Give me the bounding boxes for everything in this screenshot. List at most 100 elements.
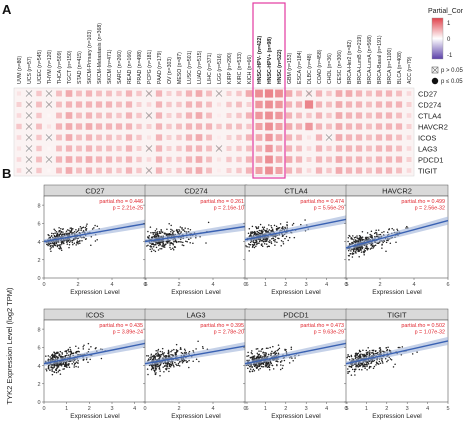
scatter-point (48, 243, 50, 245)
heatmap-cell (366, 145, 372, 152)
scatter-point (272, 352, 274, 355)
scatter-point (68, 241, 71, 244)
heatmap-cell (255, 167, 263, 174)
heatmap-cell (155, 134, 163, 141)
scatter-point (161, 245, 163, 247)
heatmap-row-label: LAG3 (418, 145, 437, 154)
scatter-point (168, 354, 170, 357)
scatter-panel-lag3: LAG3 0 2 4 6 Expression Level partial.rho = 0.… (143, 308, 249, 420)
heatmap-cell (155, 145, 163, 152)
scatter-point (280, 364, 282, 366)
heatmap-cell (206, 145, 212, 152)
heatmap-cell (275, 167, 283, 174)
heatmap-cell (306, 135, 312, 140)
heatmap-cell (166, 135, 172, 140)
scatter-point (159, 350, 162, 353)
scatter-point (352, 364, 354, 366)
heatmap-cell (236, 112, 242, 119)
scatter-point (77, 366, 80, 368)
scatter-point (182, 241, 184, 244)
y-tick-label: 8 (37, 327, 40, 333)
heatmap-cell (136, 134, 142, 141)
scatter-point (365, 245, 368, 248)
scatter-point (356, 247, 358, 249)
heatmap-cell (125, 145, 133, 152)
heatmap-row-label: TIGIT (418, 167, 438, 176)
scatter-point (61, 351, 63, 354)
scatter-point (353, 239, 355, 241)
scatter-point (45, 370, 48, 372)
heatmap-cell (355, 112, 363, 119)
scatter-point (261, 348, 263, 350)
heatmap-cell (385, 123, 393, 130)
scatter-point (274, 244, 276, 246)
scatter-point (69, 240, 72, 242)
scatter-point (156, 363, 159, 366)
x-tick-label: 4 (133, 406, 136, 412)
scatter-point (50, 357, 53, 360)
heatmap-cell (375, 156, 383, 163)
heatmap-cell (106, 145, 112, 152)
scatter-point (58, 233, 61, 236)
scatter-point (377, 229, 380, 231)
scatter-point (189, 229, 192, 231)
scatter-point (265, 229, 267, 232)
scatter-point (55, 235, 58, 237)
scatter-point (283, 359, 286, 362)
heatmap-col-label: GBM (n=153) (287, 52, 293, 84)
scatter-point (255, 367, 258, 370)
scatter-point (375, 352, 378, 355)
scatter-point (351, 358, 353, 360)
scatter-point (77, 229, 80, 232)
scatter-point (64, 350, 66, 353)
scatter-point (150, 353, 153, 356)
heatmap-cell (326, 101, 332, 108)
scatter-point (292, 222, 295, 225)
scatter-point (53, 371, 56, 373)
scatter-point (379, 347, 381, 349)
heatmap-ns-mark (145, 112, 153, 119)
scatter-point (151, 248, 153, 250)
scatter-point (172, 244, 175, 246)
heatmap-cell (345, 167, 353, 174)
scatter-point (389, 358, 392, 360)
scatter-point (263, 229, 265, 231)
scatter-point (370, 244, 372, 246)
heatmap-cell (375, 101, 383, 108)
scatter-point (178, 230, 181, 232)
scatter-point (282, 235, 284, 237)
heatmap-cell (305, 122, 313, 131)
heatmap-ns-mark (145, 145, 153, 152)
scatter-point (59, 373, 62, 375)
scatter-point (183, 230, 186, 232)
scatter-point (365, 349, 368, 352)
scatter-point (53, 243, 56, 246)
scatter-point (367, 247, 369, 250)
scatter-point (52, 232, 55, 235)
scatter-point (150, 250, 153, 253)
scatter-point (154, 356, 156, 359)
scatter-point (177, 364, 180, 366)
heatmap-cell (396, 90, 402, 97)
scatter-point (166, 241, 169, 243)
scatter-point (154, 364, 156, 367)
scatter-point (278, 226, 281, 229)
heatmap-col-label: KICH (n=66) (247, 55, 253, 84)
scatter-point (146, 245, 148, 247)
heatmap-cell (136, 146, 142, 151)
scatter-point (277, 344, 280, 346)
scatter-point (53, 234, 56, 237)
scatter-point (350, 355, 353, 358)
heatmap-cell (326, 156, 332, 163)
heatmap-cell (326, 90, 332, 97)
scatter-point (381, 360, 384, 363)
scatter-point (168, 367, 170, 370)
heatmap-cell (285, 90, 293, 97)
scatter-point (158, 243, 161, 245)
scatter-point (359, 248, 361, 251)
heatmap-cell (264, 89, 274, 98)
heatmap-cell (385, 156, 393, 163)
heatmap-cell (36, 112, 42, 119)
scatter-point (168, 365, 171, 367)
scatter-point (256, 352, 259, 354)
